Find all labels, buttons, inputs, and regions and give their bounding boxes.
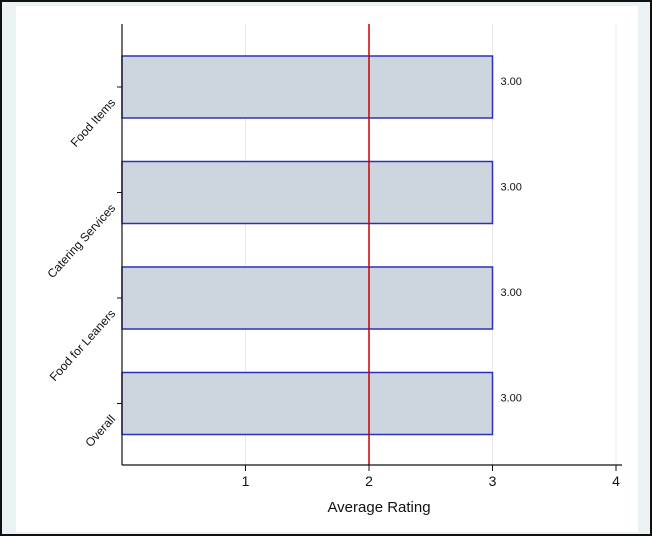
x-tick-label-1: 1 [242, 473, 250, 489]
data-label-1: 3.00 [501, 182, 522, 194]
bar-0 [121, 55, 494, 119]
x-tick-label-2: 2 [365, 473, 373, 489]
x-axis-title: Average Rating [327, 499, 430, 516]
data-label-2: 3.00 [501, 287, 522, 299]
x-tick-label-3: 3 [489, 473, 497, 489]
category-label-2: Food for Leaners [47, 307, 119, 384]
bar-2 [121, 266, 494, 330]
bar-3 [121, 371, 494, 436]
category-label-1: Catering Services [44, 201, 118, 281]
data-label-0: 3.00 [501, 76, 522, 88]
data-label-3: 3.00 [501, 393, 522, 405]
category-label-3: Overall [82, 412, 118, 450]
category-label-0: Food Items [68, 96, 119, 150]
bar-1 [121, 160, 494, 225]
x-tick-label-4: 4 [612, 473, 620, 489]
